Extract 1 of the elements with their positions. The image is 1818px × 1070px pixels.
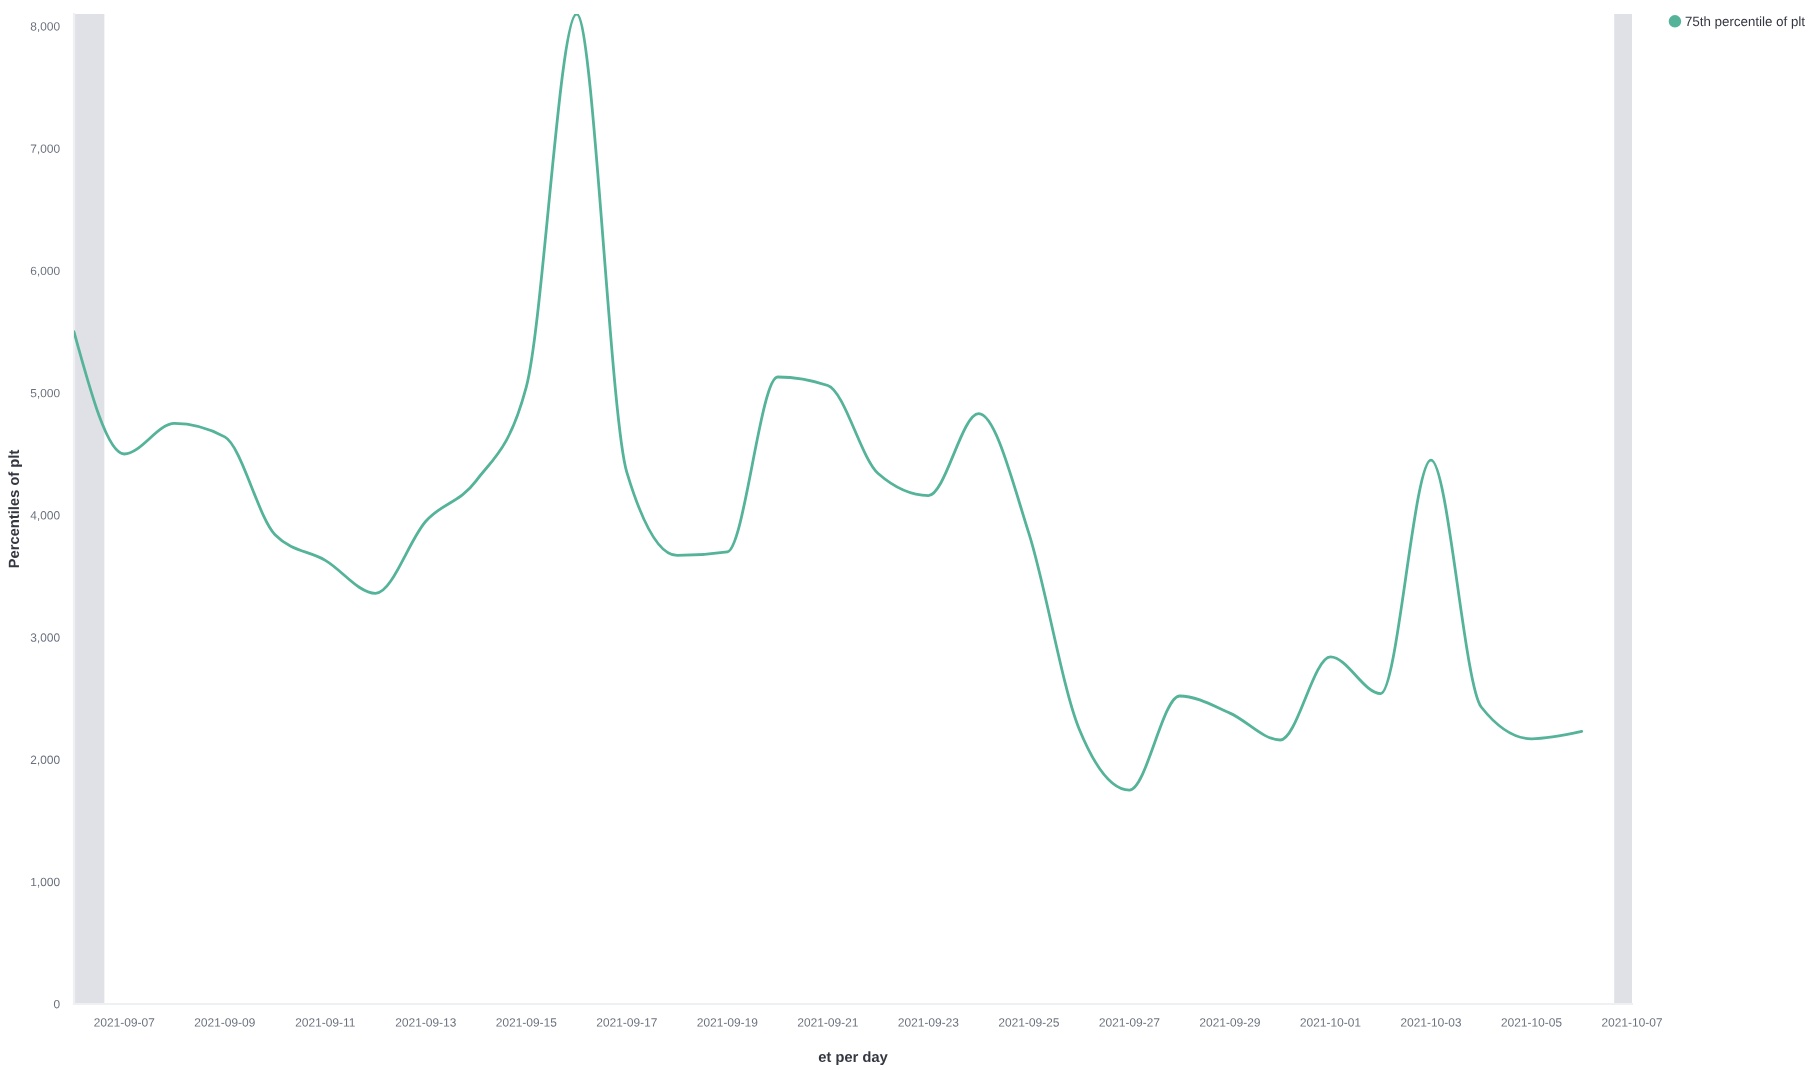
line-series [74, 14, 1584, 792]
